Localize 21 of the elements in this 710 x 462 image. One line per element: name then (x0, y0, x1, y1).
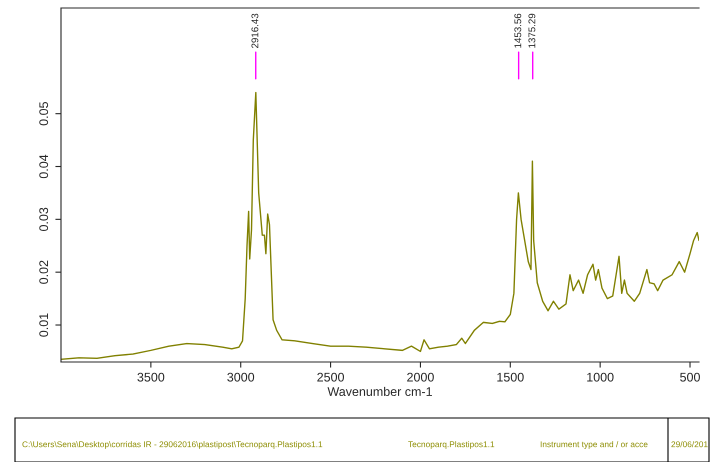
x-tick-label: 500 (680, 372, 700, 382)
y-tick-label: 0.01 (39, 313, 48, 337)
y-tick-label: 0.02 (39, 260, 48, 284)
y-tick-label: 0.04 (39, 154, 48, 178)
line-series (61, 92, 699, 360)
annotation: 1453.56 (514, 14, 522, 48)
annotation: 1375.29 (528, 14, 536, 48)
x-tick-label: 2500 (317, 372, 344, 382)
annotation: 2916.43 (251, 14, 258, 48)
y-tick-label: 0.05 (39, 102, 48, 126)
text: C:\Users\Sena\Desktop\corridas IR - 29062016\plastipost\Tecnoparq.Plastipos1.1 (22, 441, 322, 449)
x-axis-title: Wavenumber cm-1 (328, 386, 432, 396)
y-tick-label: 0.03 (39, 208, 48, 232)
text: 29/06/201 (671, 441, 708, 448)
x-tick-label: 1500 (497, 372, 524, 382)
text: Tecnoparq.Plastipos1.1 (408, 441, 494, 449)
x-tick-label: 2000 (407, 372, 434, 382)
text: Instrument type and / or acce (540, 441, 648, 449)
x-tick-label: 3500 (137, 372, 164, 382)
x-tick-label: 3000 (227, 372, 254, 382)
x-tick-label: 1000 (587, 372, 614, 382)
